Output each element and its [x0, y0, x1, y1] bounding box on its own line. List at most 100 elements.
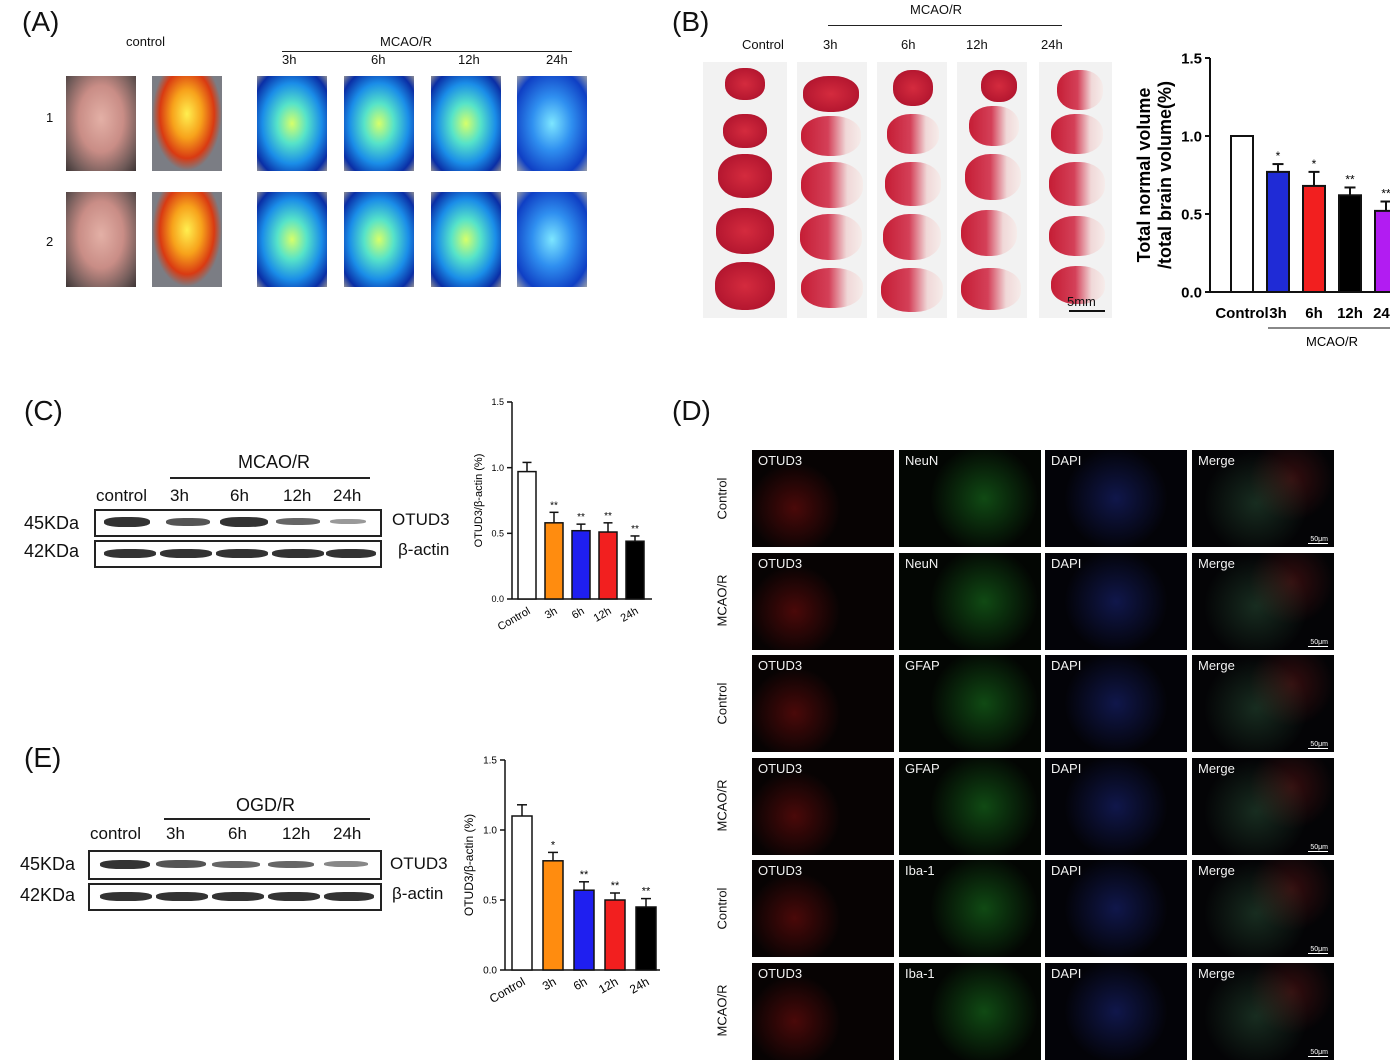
panel-d-image-dapi: DAPI: [1045, 552, 1187, 650]
panel-d-channel-label: OTUD3: [758, 965, 803, 981]
x-category-label: 6h: [570, 605, 587, 622]
panel-c-lane-6h: 6h: [230, 486, 249, 505]
bar-3h: [1266, 170, 1290, 293]
blood-flow-6h-row1: [344, 76, 414, 171]
brain-photo-row1: [66, 76, 136, 171]
panel-a-tp-3h: 3h: [282, 52, 297, 67]
panel-b-tp-24h: 24h: [1041, 37, 1063, 52]
panel-c-blot-otud3: [94, 509, 382, 537]
panel-d-image-dapi: DAPI: [1045, 655, 1187, 752]
panel-d-scale-bar: [1308, 850, 1328, 852]
ttc-strip-6h: [877, 62, 947, 318]
y-tick-label: 1.5: [1181, 50, 1202, 67]
y-tick-label: 0.0: [483, 966, 497, 977]
panel-e-blot-actin: [88, 883, 382, 911]
panel-b-control-label: Control: [742, 37, 784, 52]
y-tick-label: 1.5: [483, 756, 497, 767]
panel-b-label: (B): [672, 6, 710, 37]
panel-d-channel-label: DAPI: [1051, 453, 1082, 468]
panel-d-channel-label: Iba-1: [905, 863, 935, 878]
panel-d-channel-label: GFAP: [905, 658, 940, 673]
panel-d-channel-label: DAPI: [1051, 965, 1082, 981]
x-category-label: 6h: [1305, 305, 1323, 322]
panel-d-image-merge: Merge 50μm: [1192, 655, 1334, 752]
panel-d-scale-label: 50μm: [1310, 946, 1328, 953]
panel-c-label: (C): [24, 395, 63, 426]
panel-e-lane-control: control: [90, 824, 142, 843]
significance-label: **: [1381, 187, 1390, 201]
blood-flow-3h-row1: [257, 76, 327, 171]
panel-d-image-gfap: GFAP: [899, 655, 1041, 752]
x-category-label: Control: [496, 605, 533, 633]
bar-6h: [573, 889, 595, 971]
significance-label: **: [1345, 172, 1355, 186]
panel-d-channel-label: OTUD3: [758, 760, 803, 776]
panel-d-channel-label: OTUD3: [758, 863, 803, 878]
panel-e-lane-12h: 12h: [282, 824, 311, 843]
panel-d-image-dapi: DAPI: [1045, 962, 1187, 1060]
bar-6h: [571, 529, 591, 600]
significance-label: **: [550, 500, 558, 511]
panel-c-marker-45: 45KDa: [24, 513, 80, 533]
x-category-label: Control: [1215, 305, 1268, 322]
panel-d-channel-label: Merge: [1198, 555, 1235, 571]
ttc-strip-control: [703, 62, 787, 318]
panel-d-image-dapi: DAPI: [1045, 450, 1187, 547]
panel-e-marker-45: 45KDa: [20, 854, 76, 874]
panel-d-channel-label: DAPI: [1051, 658, 1082, 673]
panel-e-label: (E): [24, 742, 62, 773]
panel-c-protein-actin: β-actin: [398, 540, 450, 559]
x-category-label: 3h: [1269, 305, 1287, 322]
panel-d-channel-label: NeuN: [905, 555, 939, 571]
y-tick-label: 0.0: [491, 594, 504, 604]
ttc-strip-3h: [797, 62, 867, 318]
blood-flow-control-row1: [152, 76, 222, 171]
group-label: MCAO/R: [1306, 334, 1358, 349]
bar-12h: [1338, 194, 1362, 293]
chart-e: 0.0 0.5 1.0 1.5 OTUD3/β-actin (%) Control * 3h *…: [462, 756, 660, 1006]
significance-label: **: [642, 886, 651, 898]
panel-d-channel-label: DAPI: [1051, 863, 1082, 878]
panel-d-scale-bar: [1308, 1055, 1328, 1057]
bar-24h: [1374, 209, 1390, 294]
x-category-label: 24h: [619, 605, 641, 625]
panel-d-channel-label: OTUD3: [758, 658, 803, 673]
blood-flow-12h-row1: [431, 76, 501, 171]
brain-photo-row2: [66, 192, 136, 287]
significance-label: **: [611, 880, 620, 892]
y-tick-label: 1.0: [491, 463, 504, 473]
panel-a-row-2: 2: [46, 234, 54, 249]
panel-d-channel-label: GFAP: [905, 760, 940, 776]
panel-e-lane-6h: 6h: [228, 824, 247, 843]
y-tick-label: 1.0: [1181, 128, 1202, 145]
bar-3h: [544, 522, 564, 600]
panel-a-group-line: [282, 51, 572, 52]
panel-d-image-neun: NeuN: [899, 450, 1041, 547]
y-tick-label: 0.5: [483, 896, 497, 907]
x-category-label: 6h: [571, 974, 590, 993]
y-tick-label: 1.0: [483, 826, 497, 837]
x-category-label: 12h: [1337, 305, 1363, 322]
bar-24h: [625, 540, 645, 600]
panel-d-image-dapi: DAPI: [1045, 757, 1187, 855]
bar-12h: [598, 531, 618, 600]
blood-flow-6h-row2: [344, 192, 414, 287]
panel-a-row-1: 1: [46, 110, 54, 125]
panel-d-scale-label: 50μm: [1310, 843, 1328, 851]
panel-d-channel-label: DAPI: [1051, 760, 1082, 776]
panel-d-scale-bar: [1308, 953, 1328, 954]
panel-d-image-otud3: OTUD3: [752, 552, 894, 650]
panel-d-scale-bar: [1308, 645, 1328, 647]
panel-c-group-label: MCAO/R: [238, 452, 310, 472]
panel-a-group-label: MCAO/R: [380, 34, 432, 49]
panel-a-control-label: control: [126, 34, 166, 49]
panel-a-tp-12h: 12h: [458, 52, 480, 67]
x-category-label: 24h: [627, 974, 651, 996]
panel-b-group-label: MCAO/R: [910, 2, 962, 17]
bar-12h: [604, 899, 626, 971]
panel-d-image-merge: Merge 50μm: [1192, 860, 1334, 957]
x-category-label: Control: [487, 974, 528, 1005]
panel-c-blot-actin: [94, 540, 382, 568]
panel-d-channel-label: NeuN: [905, 453, 939, 468]
y-tick-label: 0.0: [1181, 284, 1202, 301]
